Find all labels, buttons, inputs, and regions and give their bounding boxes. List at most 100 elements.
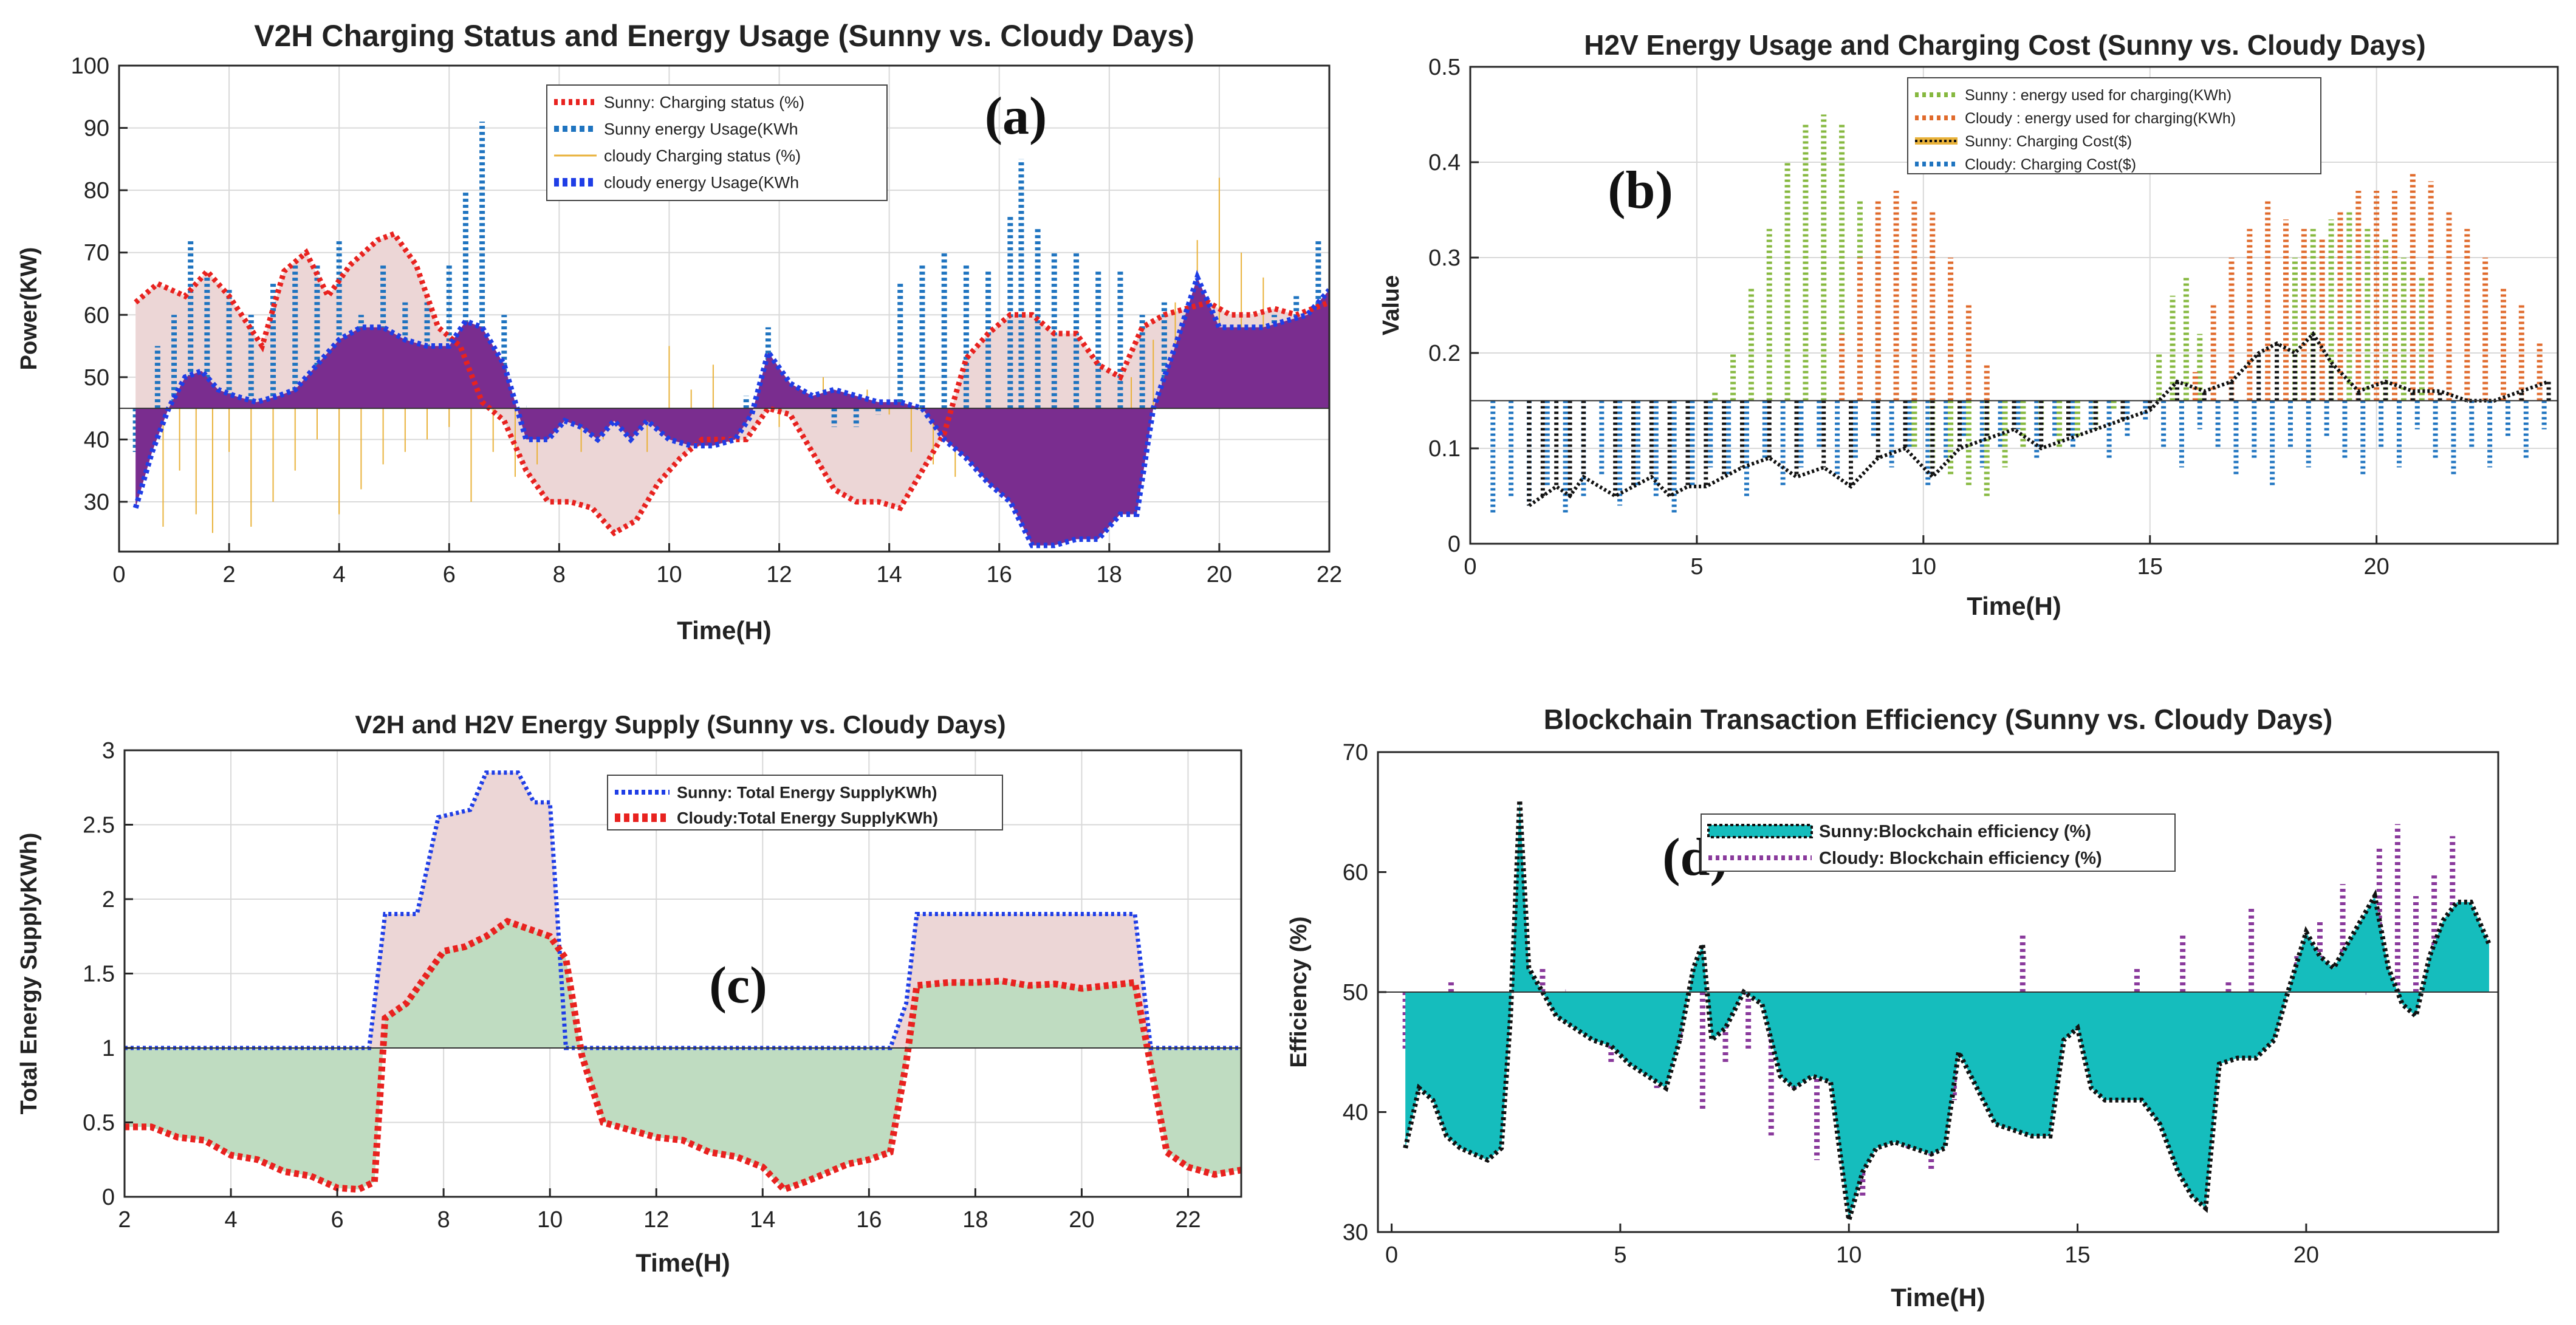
axes-frame: [1469, 66, 2559, 545]
x-tick-label: 14: [876, 562, 902, 587]
cloudy-supply-area: [125, 921, 1241, 1190]
legend-label: Cloudy : energy used for charging(KWh): [1965, 110, 2236, 127]
plot-series: [125, 770, 1241, 1194]
y-tick-label: 50: [84, 365, 109, 391]
legend: Sunny: Total Energy SupplyKWh) Cloudy:Tot…: [607, 775, 1003, 830]
legend-label: Sunny energy Usage(KWh: [604, 120, 798, 138]
x-axis-label: Time(H): [677, 616, 772, 645]
y-tick-label: 0.5: [1428, 55, 1461, 80]
y-tick-label: 40: [84, 427, 109, 453]
x-tick-label: 4: [224, 1207, 237, 1233]
sunny-supply-area: [125, 772, 1241, 1048]
y-tick-label: 0: [102, 1185, 115, 1210]
x-axis-label: Time(H): [635, 1248, 730, 1277]
x-tick-label: 20: [1207, 562, 1232, 587]
sunny-efficiency-area: [1405, 800, 2489, 1221]
sunny-supply-line: [125, 770, 1241, 1050]
y-tick-label: 90: [84, 116, 109, 142]
x-tick-label: 18: [962, 1207, 988, 1233]
x-tick-label: 6: [443, 562, 456, 587]
chart-title: Blockchain Transaction Efficiency (Sunny…: [1544, 704, 2333, 735]
y-tick-label: 2.5: [83, 813, 115, 838]
y-axis-label: Power(KW): [16, 247, 42, 371]
y-tick-label: 0.4: [1428, 150, 1461, 176]
y-tick-label: 0.3: [1428, 245, 1461, 271]
legend-label: Cloudy:Total Energy SupplyKWh): [677, 809, 938, 827]
legend-label: Sunny:Blockchain efficiency (%): [1819, 822, 2091, 841]
x-tick-label: 5: [1690, 554, 1703, 580]
legend-swatch-fill: [1707, 824, 1813, 838]
plot-series: [1378, 799, 2498, 1221]
sunny-charging-line: [134, 230, 1329, 536]
y-tick-label: 40: [1343, 1100, 1368, 1126]
legend-label: Cloudy: Blockchain efficiency (%): [1819, 849, 2102, 868]
x-tick-label: 0: [112, 562, 125, 587]
y-tick-label: 3: [102, 738, 115, 764]
x-tick-label: 22: [1175, 1207, 1201, 1233]
y-tick-label: 0.2: [1428, 341, 1461, 366]
x-axis-label: Time(H): [1891, 1283, 1985, 1312]
x-tick-label: 16: [987, 562, 1012, 587]
x-tick-label: 8: [553, 562, 566, 587]
legend-label: cloudy energy Usage(KWh: [604, 173, 799, 191]
y-axis-label: Value: [1379, 275, 1404, 335]
x-tick-label: 15: [2064, 1242, 2090, 1268]
sunny-efficiency-line: [1403, 799, 2492, 1221]
legend-label: cloudy Charging status (%): [604, 146, 801, 165]
x-tick-label: 4: [333, 562, 346, 587]
y-tick-label: 60: [1343, 860, 1368, 886]
x-tick-label: 10: [656, 562, 682, 587]
legend: Sunny: Charging status (%) Sunny energy U…: [546, 84, 888, 201]
y-tick-label: 70: [1343, 740, 1368, 765]
y-tick-label: 2: [102, 887, 115, 912]
legend-box: [1907, 77, 2321, 174]
y-axis-label: Efficiency (%): [1286, 916, 1312, 1067]
y-tick-label: 80: [84, 178, 109, 204]
x-tick-label: 14: [750, 1207, 775, 1233]
cloudy-usage-line: [132, 270, 1329, 549]
y-tick-label: 70: [84, 241, 109, 266]
legend-box: [1701, 813, 2176, 872]
x-tick-label: 20: [2293, 1242, 2319, 1268]
legend-label: Sunny: Charging status (%): [604, 93, 804, 111]
x-tick-label: 10: [1911, 554, 1936, 580]
chart-b: 0 5 10 15 20 0 0.1 0.2 0.3 0.4 0.5 H2V Energy Usage…: [1379, 29, 2559, 620]
legend: Sunny:Blockchain efficiency (%) Cloudy: B…: [1701, 813, 2176, 872]
y-tick-label: 50: [1343, 980, 1368, 1005]
legend-box: [546, 84, 888, 201]
x-tick-label: 12: [766, 562, 792, 587]
legend-label: Sunny: Charging Cost($): [1965, 133, 2132, 150]
x-tick-label: 10: [537, 1207, 563, 1233]
y-tick-label: 60: [84, 303, 109, 328]
x-tick-label: 16: [856, 1207, 882, 1233]
legend-box: [607, 775, 1003, 830]
x-tick-label: 8: [437, 1207, 450, 1233]
x-tick-label: 2: [118, 1207, 131, 1233]
legend: Sunny : energy used for charging(KWh) Clo…: [1907, 77, 2321, 174]
y-tick-label: 30: [84, 490, 109, 515]
axes-frame: [118, 64, 1331, 553]
x-tick-label: 12: [643, 1207, 669, 1233]
chart-c: 2 4 6 8 10 12 14 16 18 20 22 0 0.5 1 1.5 2 2.5 3 V2H and H…: [16, 710, 1242, 1277]
x-tick-label: 20: [1069, 1207, 1094, 1233]
chart-a: 0 2 4 6 8 10 12 14 16 18 20 22 30 40 50 60 70 80 90 100 V2H …: [16, 19, 1342, 645]
y-tick-label: 0: [1448, 532, 1461, 557]
chart-title: V2H and H2V Energy Supply (Sunny vs. Clo…: [355, 710, 1005, 739]
chart-title: H2V Energy Usage and Charging Cost (Sunn…: [1584, 29, 2425, 61]
legend-label: Sunny: Total Energy SupplyKWh): [677, 783, 937, 801]
x-tick-label: 2: [223, 562, 236, 587]
x-tick-label: 0: [1385, 1242, 1398, 1268]
chart-title: V2H Charging Status and Energy Usage (Su…: [254, 19, 1194, 53]
x-tick-label: 22: [1317, 562, 1342, 587]
panel-label: (c): [709, 956, 767, 1014]
y-tick-label: 0.5: [83, 1111, 115, 1136]
y-tick-label: 1: [102, 1036, 115, 1061]
y-tick-label: 30: [1343, 1220, 1368, 1245]
sunny-cost-line: [1528, 330, 2550, 507]
cloudy-usage-area: [135, 277, 1329, 546]
x-tick-label: 15: [2137, 554, 2163, 580]
x-tick-label: 18: [1097, 562, 1122, 587]
x-axis-label: Time(H): [1967, 592, 2061, 620]
panel-label: (a): [985, 87, 1047, 146]
chart-d: 0 5 10 15 20 30 40 50 60 70 Blockchain Transaction…: [1286, 704, 2499, 1312]
